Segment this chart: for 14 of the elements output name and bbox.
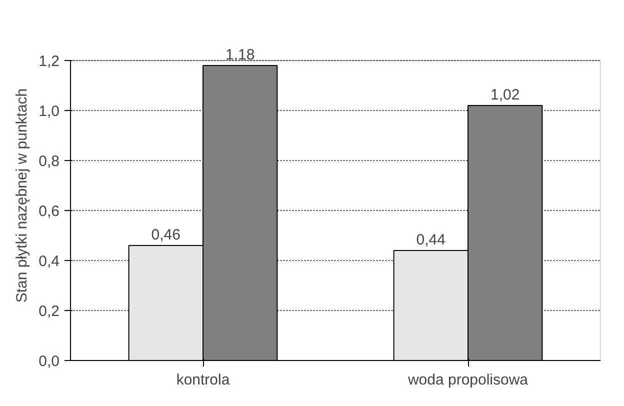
- data-label: 0,46: [151, 226, 181, 244]
- x-tick-label: kontrola: [176, 372, 230, 388]
- y-axis-title: Stan płytki nazębnej w punktach: [14, 88, 31, 303]
- data-label: 1,18: [226, 46, 255, 64]
- y-tick-label: 0,2: [38, 303, 60, 320]
- data-label: 0,44: [416, 232, 446, 248]
- y-tick-label: 0,0: [38, 353, 60, 370]
- x-tick-label: woda propolisowa: [406, 372, 529, 388]
- data-label: 1,02: [490, 86, 520, 104]
- y-tick-label: 0,4: [38, 253, 60, 270]
- y-tick-label: 1,2: [38, 53, 60, 70]
- y-tick-label: 0,6: [38, 203, 60, 220]
- y-tick-label: 0,8: [38, 153, 60, 170]
- y-tick-label: 1,0: [38, 103, 60, 120]
